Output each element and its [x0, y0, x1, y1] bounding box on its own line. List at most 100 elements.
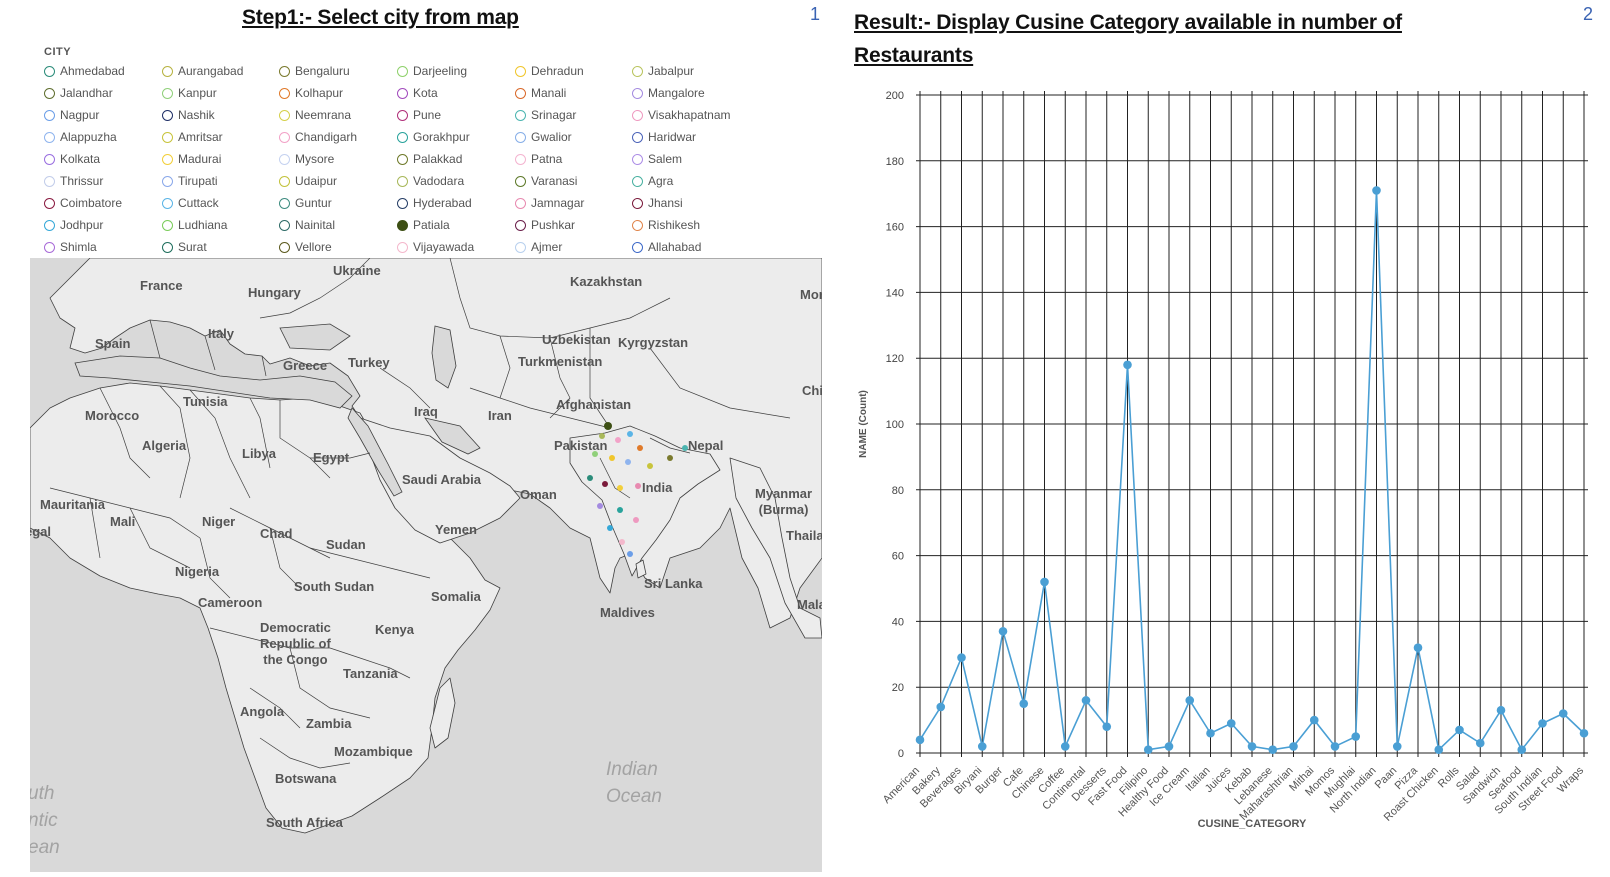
legend-dot-icon — [632, 131, 643, 143]
legend-item-haridwar[interactable]: Haridwar — [632, 130, 696, 144]
legend-label: Udaipur — [295, 174, 338, 188]
legend-item-vijayawada[interactable]: Vijayawada — [397, 240, 474, 254]
map-label-mauritania: Mauritania — [40, 497, 106, 512]
map-label-nigeria: Nigeria — [175, 564, 220, 579]
map-label-mali: Mali — [110, 514, 136, 529]
legend-item-nagpur[interactable]: Nagpur — [44, 108, 99, 122]
legend-label: Pune — [413, 108, 442, 122]
legend-item-alappuzha[interactable]: Alappuzha — [44, 130, 117, 144]
legend-item-bengaluru[interactable]: Bengaluru — [279, 64, 350, 78]
legend-item-kanpur[interactable]: Kanpur — [162, 86, 217, 100]
legend-item-patna[interactable]: Patna — [515, 152, 562, 166]
legend-label: Manali — [531, 86, 567, 100]
data-point — [957, 653, 966, 662]
legend-item-gorakhpur[interactable]: Gorakhpur — [397, 130, 470, 144]
legend-item-darjeeling[interactable]: Darjeeling — [397, 64, 467, 78]
legend-item-vellore[interactable]: Vellore — [279, 240, 332, 254]
legend-label: Chandigarh — [295, 130, 358, 144]
legend-dot-icon — [279, 219, 290, 231]
legend-item-kota[interactable]: Kota — [397, 86, 438, 100]
data-point — [1247, 742, 1257, 751]
map-label-angola: Angola — [240, 704, 285, 719]
legend-item-jabalpur[interactable]: Jabalpur — [632, 64, 694, 78]
legend-item-guntur[interactable]: Guntur — [279, 196, 332, 210]
data-point — [1309, 715, 1319, 725]
legend-item-mysore[interactable]: Mysore — [279, 152, 334, 166]
legend-label: Vadodara — [413, 174, 465, 188]
legend-item-nainital[interactable]: Nainital — [279, 218, 335, 232]
legend-item-srinagar[interactable]: Srinagar — [515, 108, 576, 122]
map-label-botswana: Botswana — [275, 771, 337, 786]
map-label-sri-lanka: Sri Lanka — [644, 576, 703, 591]
legend-item-surat[interactable]: Surat — [162, 240, 207, 254]
y-tick-label: 120 — [886, 353, 904, 365]
legend-item-neemrana[interactable]: Neemrana — [279, 108, 351, 122]
legend-label: Pushkar — [531, 218, 576, 232]
legend-item-ajmer[interactable]: Ajmer — [515, 240, 562, 254]
legend-item-salem[interactable]: Salem — [632, 152, 682, 166]
legend-item-shimla[interactable]: Shimla — [44, 240, 97, 254]
legend-item-jamnagar[interactable]: Jamnagar — [515, 196, 584, 210]
legend-item-amritsar[interactable]: Amritsar — [162, 130, 223, 144]
legend-item-tirupati[interactable]: Tirupati — [162, 174, 218, 188]
city-map[interactable]: France Hungary Ukraine Kazakhstan Mongo Spain… — [30, 258, 822, 872]
legend-item-aurangabad[interactable]: Aurangabad — [162, 64, 243, 78]
legend-item-palakkad[interactable]: Palakkad — [397, 152, 462, 166]
legend-dot-icon — [279, 197, 290, 209]
legend-item-ahmedabad[interactable]: Ahmedabad — [44, 64, 125, 78]
legend-item-pune[interactable]: Pune — [397, 108, 441, 122]
legend-dot-icon — [397, 241, 408, 253]
legend-item-cuttack[interactable]: Cuttack — [162, 196, 219, 210]
map-label-egal: egal — [30, 524, 52, 539]
y-tick-label: 160 — [886, 222, 904, 234]
map-label-spain: Spain — [95, 336, 131, 351]
legend-item-rishikesh[interactable]: Rishikesh — [632, 218, 700, 232]
legend-dot-icon — [515, 241, 526, 253]
legend-dot-icon — [632, 241, 643, 253]
legend-item-vadodara[interactable]: Vadodara — [397, 174, 464, 188]
legend-dot-icon — [632, 65, 643, 77]
legend-dot-icon — [162, 219, 173, 231]
legend-label: Vijayawada — [413, 240, 475, 254]
legend-item-udaipur[interactable]: Udaipur — [279, 174, 337, 188]
legend-label: Alappuzha — [60, 130, 117, 144]
legend-dot-icon — [279, 131, 290, 143]
legend-label: Allahabad — [648, 240, 702, 254]
legend-item-visakhapatnam[interactable]: Visakhapatnam — [632, 108, 731, 122]
legend-item-varanasi[interactable]: Varanasi — [515, 174, 577, 188]
legend-label: Ludhiana — [178, 218, 228, 232]
legend-dot-icon — [162, 65, 173, 77]
legend-dot-icon — [397, 109, 408, 121]
legend-item-patiala[interactable]: Patiala — [397, 218, 450, 232]
data-point — [1164, 742, 1174, 751]
data-point — [1102, 722, 1112, 731]
legend-item-coimbatore[interactable]: Coimbatore — [44, 196, 122, 210]
legend-item-kolhapur[interactable]: Kolhapur — [279, 86, 343, 100]
legend-item-madurai[interactable]: Madurai — [162, 152, 221, 166]
legend-item-nashik[interactable]: Nashik — [162, 108, 215, 122]
legend-item-gwalior[interactable]: Gwalior — [515, 130, 572, 144]
persian-gulf — [424, 417, 481, 455]
legend-item-jalandhar[interactable]: Jalandhar — [44, 86, 113, 100]
legend-dot-icon — [44, 65, 55, 77]
black-sea — [279, 323, 351, 351]
map-label-morocco: Morocco — [85, 408, 140, 423]
legend-label: Gwalior — [531, 130, 572, 144]
legend-item-jhansi[interactable]: Jhansi — [632, 196, 683, 210]
legend-item-ludhiana[interactable]: Ludhiana — [162, 218, 227, 232]
india-land — [569, 425, 721, 577]
legend-item-allahabad[interactable]: Allahabad — [632, 240, 701, 254]
legend-item-manali[interactable]: Manali — [515, 86, 566, 100]
legend-dot-icon — [279, 87, 290, 99]
legend-item-thrissur[interactable]: Thrissur — [44, 174, 103, 188]
legend-item-mangalore[interactable]: Mangalore — [632, 86, 705, 100]
legend-item-agra[interactable]: Agra — [632, 174, 673, 188]
legend-item-hyderabad[interactable]: Hyderabad — [397, 196, 472, 210]
legend-item-pushkar[interactable]: Pushkar — [515, 218, 575, 232]
map-label-india: India — [642, 480, 673, 495]
legend-item-dehradun[interactable]: Dehradun — [515, 64, 584, 78]
map-label-oman: Oman — [520, 487, 557, 502]
legend-item-jodhpur[interactable]: Jodhpur — [44, 218, 103, 232]
legend-item-kolkata[interactable]: Kolkata — [44, 152, 100, 166]
legend-item-chandigarh[interactable]: Chandigarh — [279, 130, 357, 144]
